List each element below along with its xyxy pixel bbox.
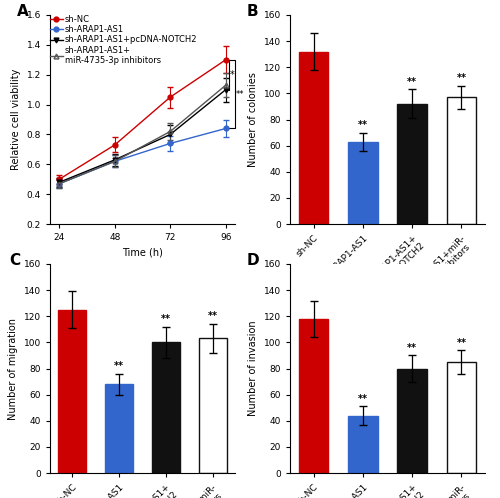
- Y-axis label: Number of migration: Number of migration: [8, 318, 18, 419]
- Text: **: **: [456, 73, 466, 83]
- Y-axis label: Relative cell viability: Relative cell viability: [11, 69, 21, 170]
- Y-axis label: Number of colonies: Number of colonies: [248, 72, 258, 167]
- X-axis label: Time (h): Time (h): [122, 248, 163, 257]
- Bar: [446, 362, 476, 473]
- Bar: [446, 97, 476, 224]
- Text: *: *: [230, 70, 234, 80]
- Bar: [58, 310, 86, 473]
- Text: **: **: [161, 314, 171, 324]
- Text: **: **: [407, 343, 417, 353]
- Text: **: **: [114, 361, 124, 371]
- Bar: [152, 343, 180, 473]
- Text: **: **: [456, 338, 466, 348]
- Bar: [299, 319, 328, 473]
- Text: **: **: [208, 311, 218, 322]
- Text: **: **: [358, 394, 368, 404]
- Text: A: A: [16, 4, 28, 19]
- Bar: [398, 104, 427, 224]
- Bar: [348, 142, 378, 224]
- Text: D: D: [247, 253, 260, 268]
- Bar: [398, 369, 427, 473]
- Text: **: **: [407, 77, 417, 87]
- Text: **: **: [358, 120, 368, 130]
- Bar: [348, 415, 378, 473]
- Bar: [198, 339, 226, 473]
- Legend: sh-NC, sh-ARAP1-AS1, sh-ARAP1-AS1+pcDNA-NOTCH2, sh-ARAP1-AS1+
miR-4735-3p inhibi: sh-NC, sh-ARAP1-AS1, sh-ARAP1-AS1+pcDNA-…: [50, 15, 198, 65]
- Text: **: **: [236, 90, 244, 99]
- Bar: [105, 384, 133, 473]
- Bar: [299, 51, 328, 224]
- Text: C: C: [10, 253, 20, 268]
- Y-axis label: Number of invasion: Number of invasion: [248, 321, 258, 416]
- Text: B: B: [247, 4, 258, 19]
